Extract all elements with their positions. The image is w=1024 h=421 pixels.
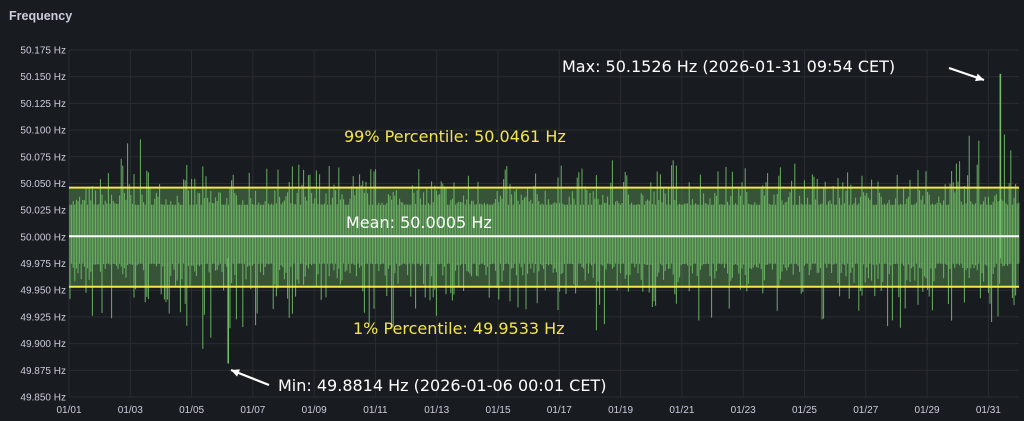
axis-ticks: 49.850 Hz 49.875 Hz 49.900 Hz 49.925 Hz 49.9…: [20, 46, 1001, 417]
y-tick-label: 49.925 Hz: [20, 312, 66, 323]
x-tick-label: 01/09: [302, 405, 327, 416]
x-tick-label: 01/17: [547, 405, 572, 416]
frequency-trace: [69, 134, 1020, 349]
reference-lines: [69, 186, 1019, 288]
p99-label: 99% Percentile: 50.0461 Hz: [344, 127, 566, 146]
x-tick-label: 01/03: [118, 405, 143, 416]
x-tick-label: 01/19: [608, 405, 633, 416]
max-arrow-head: [975, 73, 984, 82]
x-tick-label: 01/07: [240, 405, 265, 416]
y-tick-label: 50.150 Hz: [20, 72, 66, 83]
y-tick-label: 50.000 Hz: [20, 232, 66, 243]
max-label: Max: 50.1526 Hz (2026-01-31 09:54 CET): [562, 57, 895, 76]
grid: [68, 49, 1019, 398]
x-tick-label: 01/23: [731, 405, 756, 416]
y-tick-label: 49.850 Hz: [20, 393, 66, 404]
y-tick-label: 50.075 Hz: [20, 152, 66, 163]
y-tick-label: 50.050 Hz: [20, 179, 66, 190]
x-tick-label: 01/13: [424, 405, 449, 416]
mean-label: Mean: 50.0005 Hz: [346, 213, 492, 232]
x-tick-label: 01/25: [792, 405, 817, 416]
y-tick-label: 50.175 Hz: [20, 46, 66, 57]
x-tick-label: 01/31: [976, 405, 1001, 416]
x-tick-label: 01/01: [56, 405, 81, 416]
p1-label: 1% Percentile: 49.9533 Hz: [353, 319, 565, 338]
y-tick-label: 50.025 Hz: [20, 206, 66, 217]
y-tick-label: 49.900 Hz: [20, 339, 66, 350]
x-tick-label: 01/27: [853, 405, 878, 416]
x-tick-label: 01/29: [915, 405, 940, 416]
frequency-series: [69, 73, 1020, 364]
x-tick-label: 01/05: [179, 405, 204, 416]
x-tick-label: 01/21: [669, 405, 694, 416]
x-tick-label: 01/11: [363, 405, 388, 416]
x-tick-label: 01/15: [486, 405, 511, 416]
y-tick-label: 49.950 Hz: [20, 286, 66, 297]
annotations: 99% Percentile: 50.0461 Hz Mean: 50.0005 …: [230, 57, 985, 395]
y-tick-label: 50.100 Hz: [20, 126, 66, 137]
min-arrow-head: [231, 369, 240, 377]
y-tick-label: 49.975 Hz: [20, 259, 66, 270]
y-tick-label: 50.125 Hz: [20, 99, 66, 110]
panel-title: Frequency: [9, 9, 73, 23]
min-label: Min: 49.8814 Hz (2026-01-06 00:01 CET): [278, 376, 606, 395]
y-tick-label: 49.875 Hz: [20, 366, 66, 377]
